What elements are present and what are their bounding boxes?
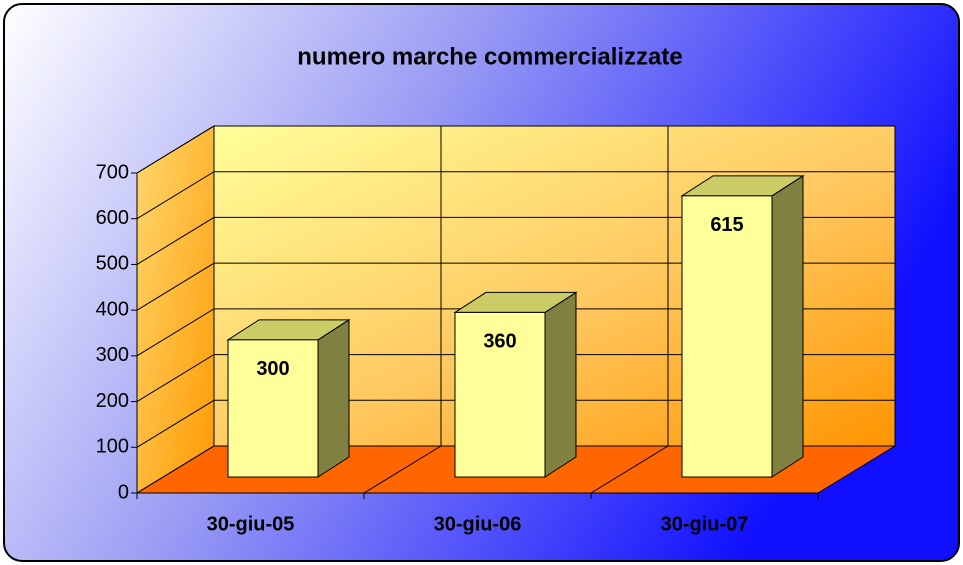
data-label: 360: [483, 331, 516, 353]
grid-line: [136, 262, 895, 311]
y-tick-label: 600: [96, 207, 129, 229]
floor-divider: [590, 445, 669, 494]
grid-line: [136, 308, 895, 357]
bar: [681, 195, 773, 478]
bar: [227, 339, 319, 478]
chart-title: numero marche commercializzate: [297, 43, 683, 70]
x-tick-label: 30-giu-06: [434, 513, 522, 535]
side-wall: [136, 125, 215, 494]
y-tick-label: 100: [96, 436, 129, 458]
y-tick-label: 500: [96, 253, 129, 275]
bar: [454, 311, 546, 478]
bar-side: [317, 318, 350, 478]
bar-side: [771, 174, 804, 478]
grid-line: [136, 125, 895, 174]
grid-line: [136, 445, 895, 494]
data-label: 300: [256, 358, 289, 380]
grid-line: [136, 399, 895, 448]
y-tick-label: 200: [96, 390, 129, 412]
x-tick-label: 30-giu-07: [661, 513, 749, 535]
grid-line: [136, 354, 895, 402]
x-tick-label: 30-giu-05: [207, 513, 295, 535]
y-tick-label: 0: [118, 481, 129, 503]
floor-divider: [363, 445, 442, 494]
grid-line: [136, 171, 895, 220]
data-label: 615: [710, 214, 743, 236]
y-tick-label: 300: [96, 344, 129, 366]
y-tick-label: 400: [96, 298, 129, 320]
bar-side: [544, 291, 577, 478]
grid-line: [136, 216, 895, 265]
y-tick-label: 700: [96, 161, 129, 183]
